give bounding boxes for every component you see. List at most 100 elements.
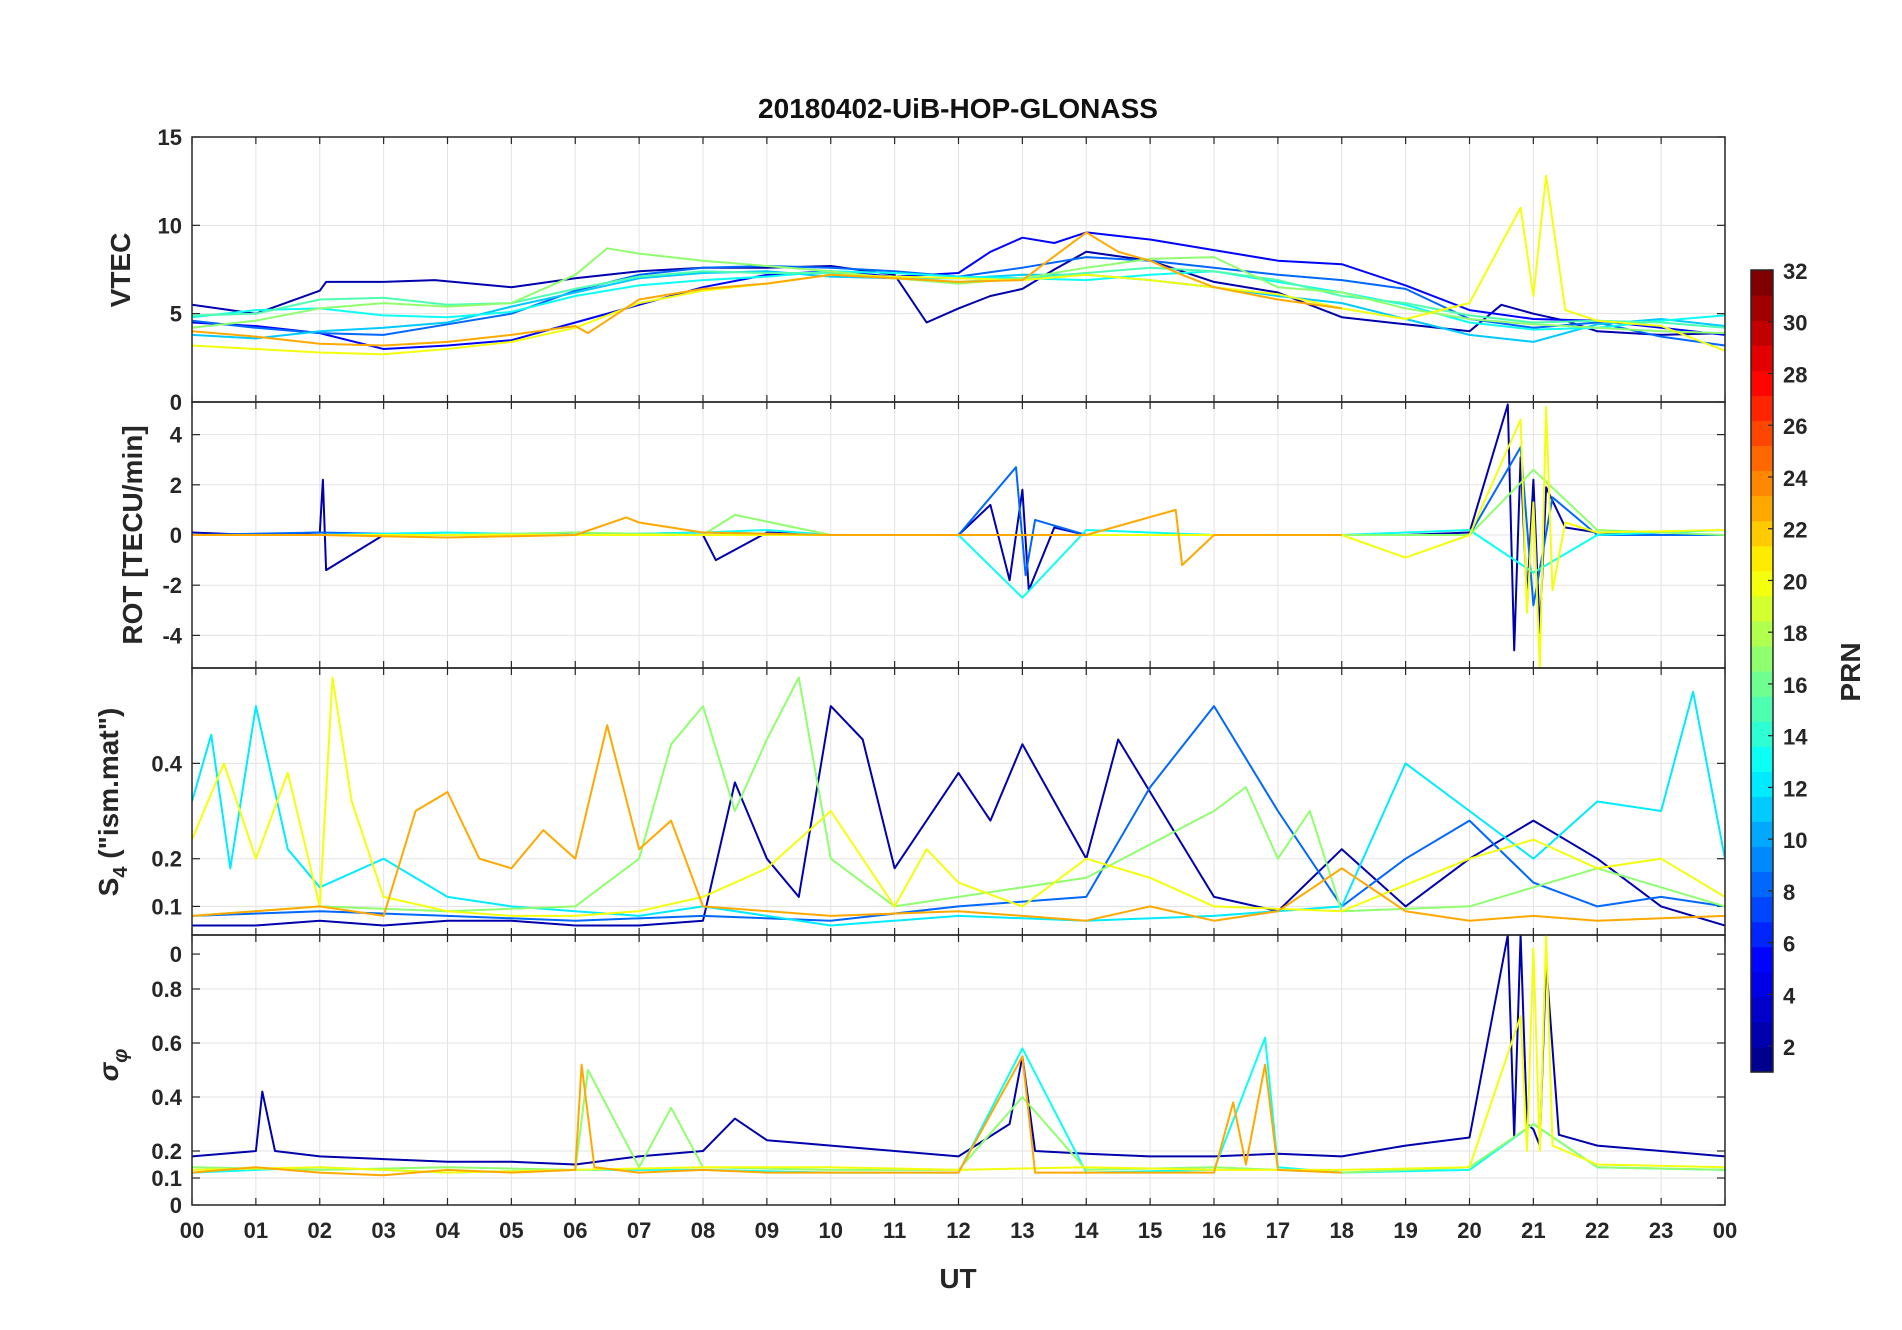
x-axis-label: UT — [939, 1263, 976, 1294]
x-tick-label: 21 — [1521, 1218, 1545, 1243]
colorbar-tick-label: 6 — [1783, 932, 1795, 957]
y-tick-label: 2 — [170, 473, 182, 498]
series-line-prn-23 — [192, 231, 1342, 347]
x-tick-label: 04 — [435, 1218, 460, 1243]
colorbar-cell — [1751, 370, 1773, 396]
vtec-ylabel: VTEC — [105, 233, 136, 308]
colorbar-cell — [1751, 821, 1773, 848]
sigma-phi-ylabel: σφ — [93, 1049, 132, 1082]
colorbar-cell — [1751, 1046, 1773, 1073]
series-line-prn-8 — [192, 705, 1725, 922]
colorbar-tick-label: 2 — [1783, 1035, 1795, 1060]
series-line-prn-2 — [192, 250, 1725, 336]
x-tick-label: 19 — [1393, 1218, 1417, 1243]
colorbar-cell — [1751, 921, 1773, 948]
series-line-prn-13 — [192, 270, 1725, 331]
s4-ylabel: S4 ("ism.mat") — [93, 708, 132, 897]
colorbar-cell — [1751, 320, 1773, 346]
x-tick-label: 03 — [371, 1218, 395, 1243]
y-tick-label: 0.8 — [151, 977, 182, 1002]
series-line-prn-17 — [192, 676, 1725, 917]
series-line-prn-12 — [192, 690, 1725, 927]
x-tick-label: 01 — [244, 1218, 268, 1243]
x-tick-label: 05 — [499, 1218, 523, 1243]
colorbar-cell — [1751, 671, 1773, 697]
colorbar-cell — [1751, 395, 1773, 421]
y-tick-label: 0 — [170, 523, 182, 548]
y-tick-label: 0.4 — [151, 751, 182, 776]
series-line-prn-2 — [192, 935, 1725, 1166]
x-tick-label: 02 — [308, 1218, 332, 1243]
x-axis-ticks: 00 01 02 03 04 05 06 07 08 09 10 11 12 13 14 15 16 17 18 19… — [180, 1218, 1737, 1243]
colorbar-cell — [1751, 570, 1773, 597]
colorbar-tick-label: 22 — [1783, 518, 1807, 543]
y-tick-label: -2 — [162, 573, 182, 598]
series-line-prn-20 — [192, 174, 1725, 356]
colorbar-cell — [1751, 1021, 1773, 1048]
colorbar-cell — [1751, 971, 1773, 998]
colorbar-cell — [1751, 595, 1773, 622]
colorbar-label: PRN — [1835, 642, 1866, 701]
series-line-prn-20 — [192, 406, 1725, 668]
colorbar-cell — [1751, 545, 1773, 572]
x-tick-label: 17 — [1266, 1218, 1290, 1243]
y-tick-label: 0.6 — [151, 1031, 182, 1056]
y-tick-label: -4 — [162, 623, 182, 648]
colorbar-tick-label: 20 — [1783, 569, 1807, 594]
colorbar-cell — [1751, 771, 1773, 797]
series-line-prn-23 — [192, 724, 1725, 922]
colorbar-cell — [1751, 520, 1773, 547]
y-tick-label: 10 — [158, 213, 182, 238]
x-tick-label: 06 — [563, 1218, 587, 1243]
colorbar-cell — [1751, 420, 1773, 447]
x-tick-label: 08 — [691, 1218, 715, 1243]
colorbar-tick-label: 16 — [1783, 673, 1807, 698]
colorbar-cell — [1751, 746, 1773, 772]
y-tick-label: 0 — [170, 390, 182, 415]
series-line-prn-5 — [192, 231, 1725, 350]
colorbar-cell — [1751, 620, 1773, 647]
colorbar-cell — [1751, 495, 1773, 522]
y-tick-label: 0.1 — [151, 894, 182, 919]
sigma-phi-panel: 00.10.20.40.60.8 σφ — [93, 934, 1726, 1218]
x-tick-label: 14 — [1074, 1218, 1099, 1243]
chart-title: 20180402-UiB-HOP-GLONASS — [758, 93, 1158, 124]
y-tick-label: 4 — [170, 423, 183, 448]
x-tick-label: 16 — [1202, 1218, 1226, 1243]
colorbar-cell — [1751, 696, 1773, 722]
x-tick-label: 20 — [1457, 1218, 1481, 1243]
series-line-prn-20 — [192, 676, 1725, 917]
colorbar-cell — [1751, 896, 1773, 923]
y-tick-label: 15 — [158, 125, 182, 150]
vtec-panel: 0 5 10 15 VTEC — [105, 125, 1726, 415]
colorbar-cell — [1751, 345, 1773, 371]
colorbar-tick-label: 26 — [1783, 414, 1807, 439]
colorbar-cell — [1751, 445, 1773, 472]
colorbar-cell — [1751, 846, 1773, 873]
colorbar-tick-label: 8 — [1783, 880, 1795, 905]
colorbar-cell — [1751, 470, 1773, 497]
colorbar-cell — [1751, 871, 1773, 898]
x-tick-label: 13 — [1010, 1218, 1034, 1243]
colorbar-frame — [1750, 269, 1774, 1073]
colorbar-tick-label: 24 — [1783, 466, 1808, 491]
colorbar-cell — [1751, 946, 1773, 973]
series-line-prn-2 — [192, 705, 1725, 927]
s4-panel: 0 0.1 0.2 0.4 S4 ("ism.mat") — [93, 667, 1726, 967]
colorbar-tick-label: 28 — [1783, 362, 1807, 387]
series-line-prn-23 — [192, 1055, 1342, 1177]
x-tick-label: 07 — [627, 1218, 651, 1243]
y-tick-label: 0.4 — [151, 1085, 182, 1110]
colorbar-tick-label: 32 — [1783, 259, 1807, 284]
colorbar-tick-label: 4 — [1783, 983, 1796, 1008]
rot-ylabel: ROT [TECU/min] — [117, 425, 148, 644]
y-tick-label: 0.1 — [151, 1166, 182, 1191]
colorbar-cell — [1751, 270, 1773, 296]
rot-panel: -4 -2 0 2 4 ROT [TECU/min] — [117, 401, 1726, 669]
y-tick-label: 0.2 — [151, 1139, 182, 1164]
x-tick-label: 18 — [1330, 1218, 1354, 1243]
axes-frame — [191, 934, 1726, 1206]
colorbar-cell — [1751, 295, 1773, 321]
